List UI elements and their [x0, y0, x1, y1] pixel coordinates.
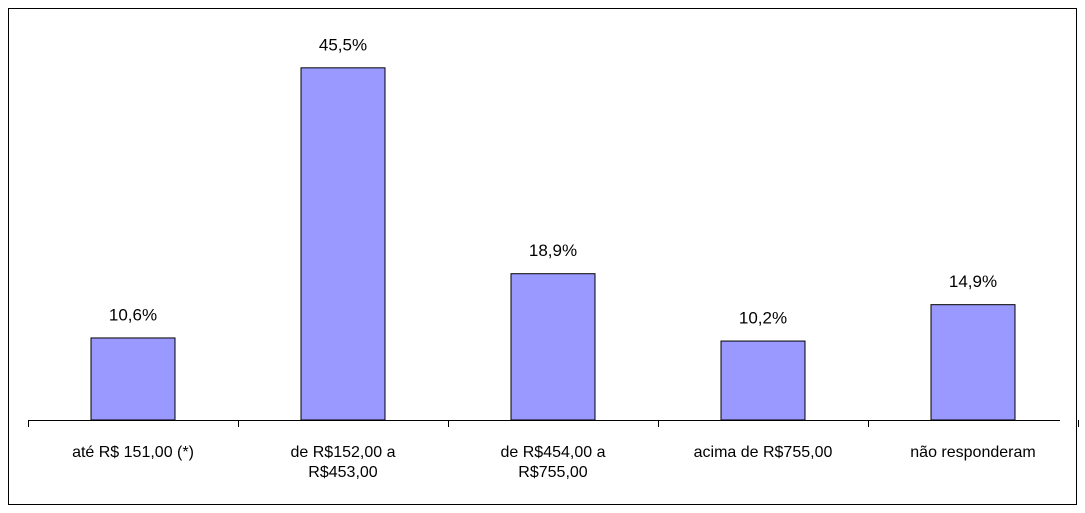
value-label: 10,6% [109, 305, 157, 324]
value-label: 45,5% [319, 35, 367, 54]
x-tick-label: de R$454,00 a R$755,00 [500, 444, 606, 481]
bar [510, 273, 596, 421]
bar [930, 304, 1016, 421]
x-tick-label: acima de R$755,00 [693, 444, 833, 461]
x-tick-label: de R$152,00 a R$453,00 [290, 444, 396, 481]
value-label: 14,9% [949, 272, 997, 291]
x-tick-label: até R$ 151,00 (*) [72, 444, 194, 461]
value-label: 10,2% [739, 309, 787, 328]
bar [90, 337, 176, 421]
value-label: 18,9% [529, 241, 577, 260]
x-tick-label: não responderam [910, 444, 1036, 461]
bar [300, 67, 386, 421]
chart-border [8, 8, 1077, 505]
bar [720, 340, 806, 421]
